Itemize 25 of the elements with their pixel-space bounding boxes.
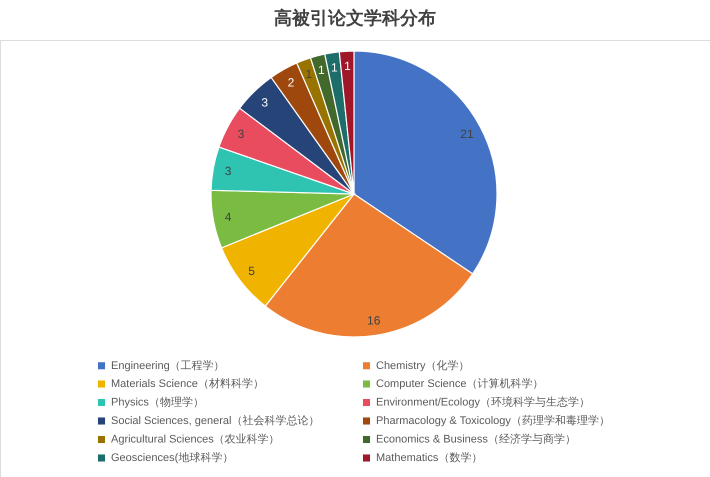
data-label: 16 [367, 313, 381, 328]
legend-label: Environment/Ecology（环境科学与生态学） [376, 396, 590, 408]
legend-label: Social Sciences, general（社会科学总论） [111, 414, 320, 427]
data-label: 4 [224, 210, 232, 224]
data-label: 3 [238, 126, 245, 141]
legend-label: Geosciences(地球科学） [111, 451, 234, 464]
data-label: 3 [224, 164, 232, 178]
chart-title: 高被引论文学科分布 [274, 8, 436, 29]
data-label: 1 [344, 59, 352, 74]
legend-label: Economics & Business（经济学与商学） [376, 432, 576, 446]
data-label: 5 [248, 264, 256, 278]
legend-label: Physics（物理学） [111, 396, 204, 408]
legend-label: Chemistry（化学） [376, 360, 470, 372]
data-label: 1 [318, 63, 326, 78]
legend-label: Mathematics（数学） [376, 452, 482, 464]
data-label: 3 [261, 95, 268, 110]
legend-label: Materials Science（材料科学） [111, 377, 264, 390]
data-label: 2 [288, 76, 295, 90]
legend-label: Engineering（工程学） [111, 360, 225, 372]
legend-label: Computer Science（计算机科学） [376, 377, 544, 390]
legend-label: Pharmacology & Toxicology（药理学和毒理学） [376, 414, 610, 427]
data-label: 1 [330, 60, 338, 75]
legend-label: Agricultural Sciences（农业科学） [111, 432, 280, 446]
data-label: 21 [460, 126, 474, 141]
data-label: 1 [306, 67, 313, 82]
